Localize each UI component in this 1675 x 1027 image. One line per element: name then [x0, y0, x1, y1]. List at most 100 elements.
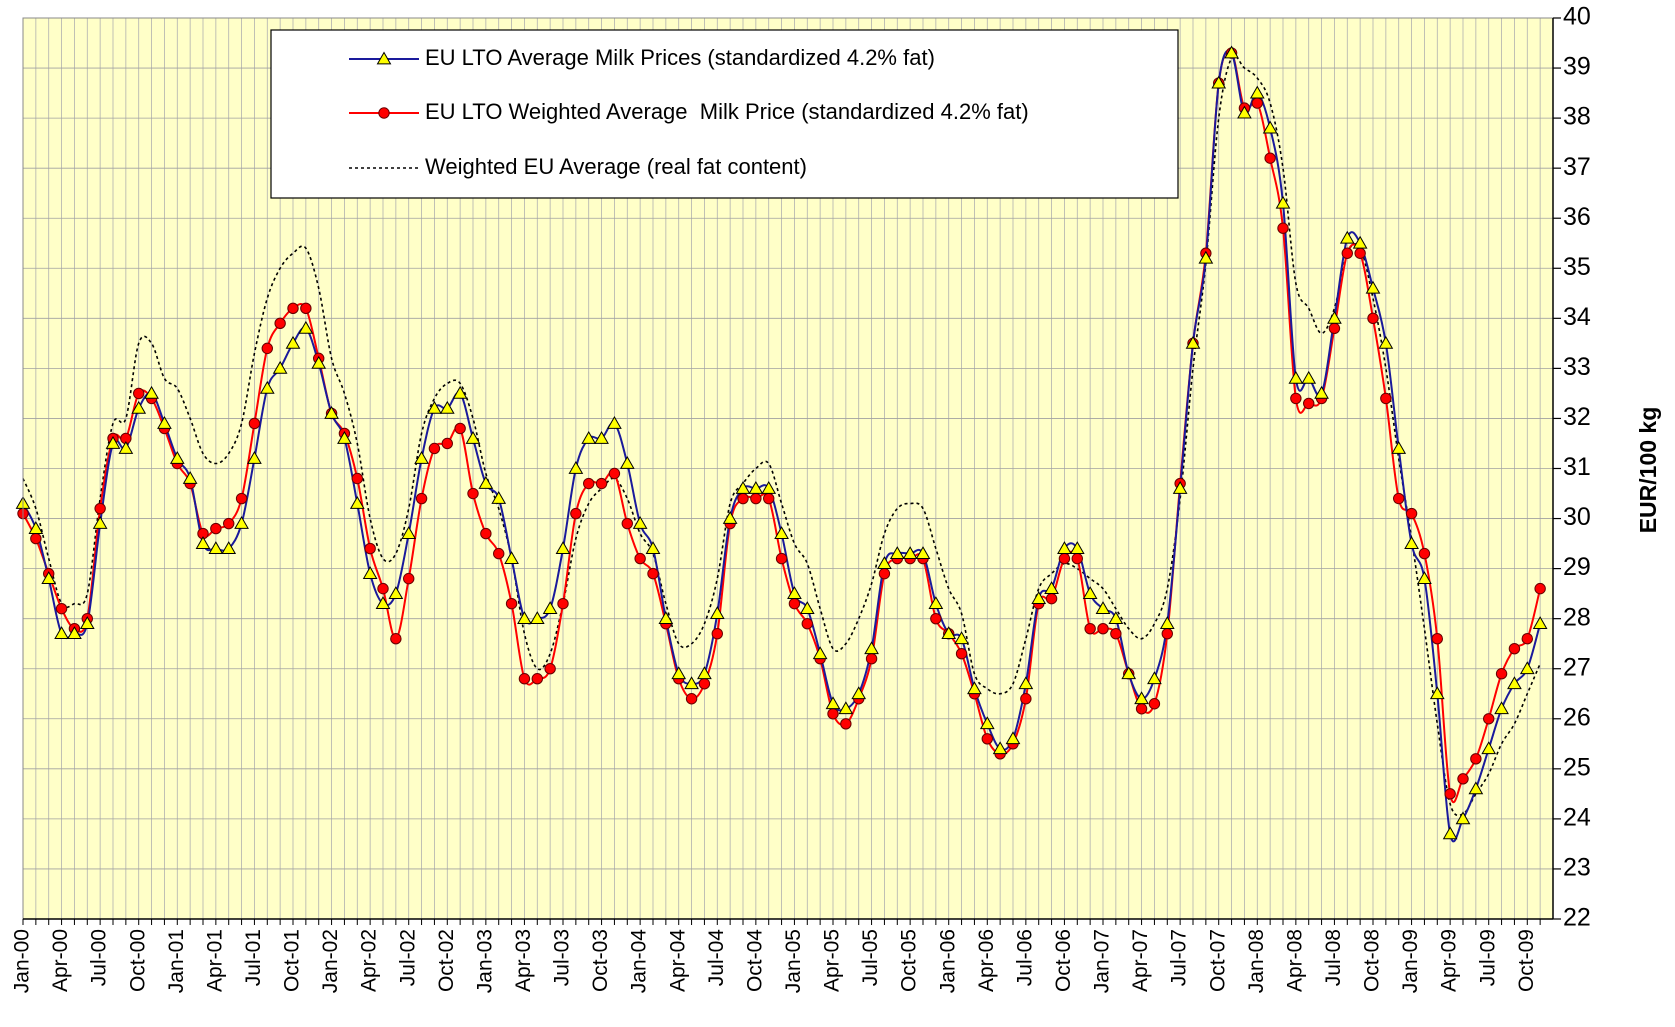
circle-marker: [981, 733, 993, 745]
triangle-marker: [1494, 701, 1509, 715]
circle-marker: [878, 567, 891, 580]
triangle-marker: [439, 400, 455, 414]
circle-marker: [441, 437, 453, 450]
circle-marker: [647, 567, 659, 580]
triangle-marker: [1519, 661, 1535, 675]
triangle-marker: [1288, 370, 1304, 384]
circle-marker: [1097, 622, 1109, 635]
y-tick-label: 29: [1563, 553, 1591, 581]
triangle-marker: [594, 430, 609, 444]
triangle-marker: [465, 430, 481, 444]
triangle-marker: [1005, 731, 1021, 745]
triangle-marker: [889, 546, 905, 559]
circle-marker: [827, 708, 839, 720]
triangle-marker: [427, 400, 442, 414]
x-tick-label: Oct-09: [1515, 929, 1538, 992]
triangle-marker: [1327, 310, 1342, 324]
x-tick-label: Jan-06: [936, 929, 959, 993]
circle-marker: [595, 477, 608, 490]
triangle-marker: [851, 686, 867, 700]
triangle-marker: [812, 646, 828, 660]
triangle-marker: [1095, 601, 1111, 615]
circle-marker: [428, 442, 441, 455]
legend: EU LTO Average Milk Prices (standardized…: [270, 29, 1179, 199]
triangle-marker: [722, 511, 738, 524]
triangle-marker: [1134, 691, 1149, 705]
circle-marker: [531, 673, 543, 685]
circle-marker: [1405, 507, 1418, 520]
x-tick-label: Jul-01: [242, 929, 265, 986]
x-tick-label: Jul-00: [88, 929, 111, 986]
x-tick-label: Oct-02: [435, 929, 458, 992]
y-tick-label: 32: [1563, 403, 1591, 431]
triangle-marker: [311, 355, 327, 369]
circle-marker: [1251, 97, 1263, 109]
y-tick-label: 22: [1563, 904, 1591, 932]
triangle-marker: [517, 611, 532, 625]
circle-marker: [737, 492, 749, 505]
triangle-marker: [169, 450, 185, 464]
triangle-marker: [208, 541, 224, 554]
x-tick-label: Jul-05: [859, 929, 882, 986]
circle-marker: [840, 718, 852, 730]
x-tick-label: Apr-09: [1438, 929, 1461, 992]
triangle-marker: [1224, 45, 1239, 59]
triangle-marker: [247, 450, 262, 464]
x-tick-label: Jan-04: [628, 929, 651, 994]
triangle-marker: [1172, 481, 1188, 494]
circle-marker: [467, 487, 479, 500]
y-tick-label: 28: [1563, 603, 1591, 631]
triangle-marker: [864, 641, 879, 655]
triangle-marker: [1481, 741, 1497, 755]
circle-marker: [94, 502, 106, 515]
triangle-marker: [105, 435, 121, 449]
triangle-marker: [28, 521, 44, 534]
circle-marker: [351, 472, 363, 485]
triangle-marker: [838, 701, 854, 715]
circle-marker: [788, 597, 801, 610]
triangle-marker: [67, 626, 82, 640]
y-tick-label: 24: [1563, 803, 1591, 831]
circle-marker: [415, 492, 428, 505]
y-tick-label: 37: [1563, 153, 1591, 181]
triangle-marker: [915, 546, 931, 559]
circle-marker: [557, 597, 569, 610]
triangle-marker: [54, 626, 69, 640]
circle-marker: [1341, 247, 1353, 259]
triangle-marker: [1314, 385, 1329, 399]
x-tick-label: Jan-02: [319, 929, 342, 993]
y-tick-label: 33: [1563, 353, 1591, 381]
x-tick-label: Jan-08: [1245, 929, 1268, 993]
triangle-marker: [992, 741, 1008, 755]
x-tick-label: Apr-08: [1283, 929, 1306, 992]
circle-marker: [1354, 247, 1366, 259]
circle-marker: [480, 527, 492, 540]
triangle-marker: [1378, 335, 1394, 349]
x-tick-label: Apr-06: [975, 929, 998, 992]
x-tick-label: Oct-07: [1206, 929, 1229, 992]
triangle-marker: [1237, 105, 1252, 119]
x-tick-label: Jul-03: [551, 929, 574, 986]
triangle-marker: [157, 415, 172, 429]
triangle-marker: [1185, 335, 1201, 349]
triangle-marker: [555, 541, 571, 554]
circle-marker: [1277, 222, 1289, 234]
triangle-marker: [619, 455, 635, 469]
triangle-marker: [401, 526, 417, 539]
x-tick-label: Jan-03: [473, 929, 496, 993]
circle-marker: [583, 477, 595, 490]
triangle-marker: [967, 681, 982, 695]
circle-marker: [685, 693, 698, 705]
circle-marker: [403, 572, 415, 585]
triangle-marker: [1507, 676, 1522, 690]
triangle-marker: [1057, 541, 1072, 554]
x-tick-label: Jul-06: [1013, 929, 1036, 986]
triangle-marker: [1417, 571, 1432, 584]
circle-marker: [711, 627, 723, 640]
triangle-marker: [1352, 235, 1368, 249]
triangle-marker: [1069, 541, 1085, 554]
x-tick-label: Oct-01: [281, 929, 304, 992]
x-tick-label: Apr-01: [203, 929, 226, 992]
triangle-marker: [1301, 370, 1317, 384]
circle-marker: [210, 522, 222, 535]
